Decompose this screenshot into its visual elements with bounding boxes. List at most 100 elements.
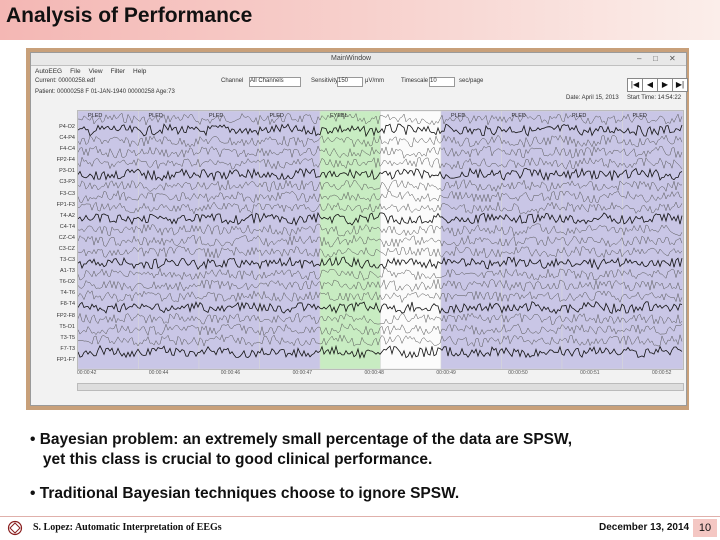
segment-pled-9[interactable]: [622, 111, 684, 369]
trace-c3-cz: [78, 234, 683, 248]
timescale-unit: sec/page: [459, 78, 484, 84]
timescale-value: 10: [430, 78, 437, 84]
bullet-traditional-bayesian: • Traditional Bayesian techniques choose…: [30, 485, 460, 502]
channel-label-c4-t4: C4-T4: [59, 223, 75, 230]
previous-page-button[interactable]: ◀: [642, 78, 658, 92]
channel-label-t4-a2: T4-A2: [60, 212, 75, 219]
menu-item-file[interactable]: File: [70, 67, 81, 75]
university-logo-icon: [7, 520, 23, 536]
trace-p3-o1: [78, 156, 683, 171]
eeg-traces-svg: PLED PLED PLED PLED EYEBL PLED PLED PLED PLED: [78, 111, 683, 369]
channel-label-t3-c3: T3-C3: [59, 257, 75, 264]
segment-pled-8[interactable]: [561, 111, 623, 369]
trace-c3-p3: [78, 167, 683, 182]
menu-bar: AutoEEG File View Filter Help: [31, 66, 686, 76]
slide-title: Analysis of Performance: [6, 4, 253, 27]
channel-select[interactable]: All Channels: [249, 77, 301, 87]
window-title: MainWindow: [331, 55, 372, 62]
channel-label-c3-p3: C3-P3: [59, 179, 75, 186]
trace-f7-t3: [78, 333, 683, 348]
trace-fp2-f4: [78, 145, 683, 159]
time-tick: 00:00:50: [508, 370, 528, 376]
channel-label-t3-t5: T3-T5: [60, 334, 75, 341]
screenshot-frame: MainWindow – □ ✕ AutoEEG File View Filter He…: [26, 48, 689, 410]
channel-label-f4-c4: F4-C4: [59, 146, 75, 153]
trace-a1-t3: [78, 256, 683, 271]
menu-item-view[interactable]: View: [88, 67, 103, 75]
menu-item-help[interactable]: Help: [133, 67, 147, 75]
maximize-icon[interactable]: □: [653, 54, 658, 63]
channel-label: Channel: [221, 78, 244, 84]
patient-info-text: Patient: 00000258 F 01-JAN-1940 00000258…: [35, 89, 175, 95]
segment-label-2: PLED: [209, 113, 223, 119]
trace-fp2-f8: [78, 301, 683, 315]
trace-cz-c4: [78, 223, 683, 237]
time-axis: 00:00:42 00:00:44 00:00:46 00:00:47 00:00:48…: [77, 370, 682, 380]
footer-date: December 13, 2014: [599, 522, 690, 533]
channel-label-cz-c4: CZ-C4: [58, 234, 75, 241]
channel-value: All Channels: [250, 78, 284, 84]
channel-label-t5-o1: T5-O1: [59, 323, 75, 330]
channel-label-t4-t6: T4-T6: [60, 290, 75, 297]
time-tick: 00:00:48: [364, 370, 384, 376]
last-page-button[interactable]: ▶|: [672, 78, 688, 92]
trace-t4-a2: [78, 201, 683, 215]
segment-label-9: PLED: [633, 113, 647, 119]
segment-label-8: PLED: [572, 113, 586, 119]
time-tick: 00:00:46: [220, 370, 241, 376]
channel-label-t6-o2: T6-O2: [59, 279, 75, 286]
next-page-button[interactable]: ▶: [657, 78, 673, 92]
current-file-text: Current: 00000258.edf: [35, 78, 96, 84]
trace-t3-c3: [78, 245, 683, 259]
footer-divider: [0, 516, 720, 517]
trace-f8-t4: [78, 290, 683, 304]
trace-c4-p4: [78, 123, 683, 138]
minimize-icon[interactable]: –: [637, 54, 642, 63]
close-icon[interactable]: ✕: [669, 54, 676, 63]
segment-unlabeled-5[interactable]: [380, 111, 442, 369]
page-number: 10: [693, 519, 717, 537]
trace-f4-c4: [78, 134, 683, 149]
trace-t5-o1: [78, 312, 683, 326]
sensitivity-unit: μV/mm: [365, 78, 385, 84]
time-scrollbar[interactable]: [77, 383, 684, 391]
segment-pled-1[interactable]: [138, 111, 200, 369]
sensitivity-label: Sensitivity: [311, 78, 339, 84]
bullet-spsw-problem: • Bayesian problem: an extremely small p…: [30, 431, 573, 468]
channel-label-f3-c3: F3-C3: [59, 190, 75, 197]
timescale-label: Timescale: [401, 78, 429, 84]
eeg-plot[interactable]: PLED PLED PLED PLED EYEBL PLED PLED PLED PLED: [77, 110, 684, 370]
menu-item-autoeeg[interactable]: AutoEEG: [35, 67, 63, 75]
first-page-button[interactable]: |◀: [627, 78, 643, 92]
channel-label-f8-t4: F8-T4: [60, 301, 75, 308]
channel-label-fp2-f8: FP2-F8: [56, 312, 75, 319]
channel-label-fp1-f3: FP1-F3: [56, 201, 75, 208]
segment-label-1: PLED: [149, 113, 163, 119]
channel-label-a1-t3: A1-T3: [60, 268, 75, 275]
time-tick: 00:00:42: [77, 370, 97, 376]
timescale-select[interactable]: 10: [429, 77, 455, 87]
time-tick: 00:00:51: [580, 370, 600, 376]
segment-label-4: EYEBL: [330, 113, 348, 119]
segment-label-6: PLED: [451, 113, 465, 119]
trace-t6-o2: [78, 267, 683, 281]
time-tick: 00:00:44: [148, 370, 169, 376]
menu-item-filter[interactable]: Filter: [110, 67, 126, 75]
recording-date-text: Date: April 15, 2013: [566, 95, 619, 101]
channel-label-p4-o2: P4-O2: [59, 124, 75, 130]
segment-label-0: PLED: [88, 113, 102, 119]
sensitivity-select[interactable]: 150: [337, 77, 363, 87]
time-tick: 00:00:52: [652, 370, 672, 376]
channel-label-fp2-f4: FP2-F4: [56, 157, 75, 164]
sensitivity-value: 150: [338, 78, 349, 84]
channel-label-c4-p4: C4-P4: [59, 135, 75, 142]
window-titlebar: MainWindow – □ ✕: [31, 53, 686, 66]
trace-f3-c3: [78, 179, 683, 193]
channel-label-fp1-f7: FP1-F7: [56, 356, 75, 363]
app-window: MainWindow – □ ✕ AutoEEG File View Filter He…: [30, 52, 688, 406]
trace-fp1-f3: [78, 189, 683, 203]
trace-t3-t5: [78, 323, 683, 337]
channel-label-c3-cz: C3-CZ: [58, 246, 75, 252]
trace-c4-t4: [78, 211, 683, 226]
channel-label-f7-t3: F7-T3: [60, 345, 75, 352]
